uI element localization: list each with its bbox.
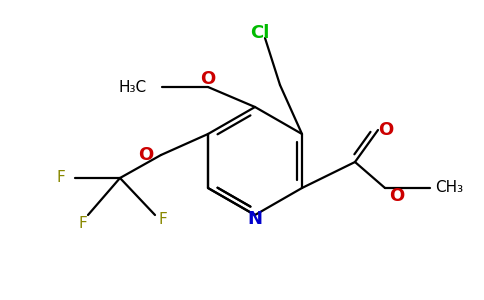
Text: H₃C: H₃C <box>119 80 147 94</box>
Text: N: N <box>247 210 262 228</box>
Text: F: F <box>56 170 65 185</box>
Text: F: F <box>78 215 88 230</box>
Text: O: O <box>200 70 216 88</box>
Text: CH₃: CH₃ <box>435 181 463 196</box>
Text: O: O <box>389 187 404 205</box>
Text: Cl: Cl <box>250 24 270 42</box>
Text: O: O <box>378 121 393 139</box>
Text: O: O <box>138 146 153 164</box>
Text: F: F <box>159 212 167 227</box>
